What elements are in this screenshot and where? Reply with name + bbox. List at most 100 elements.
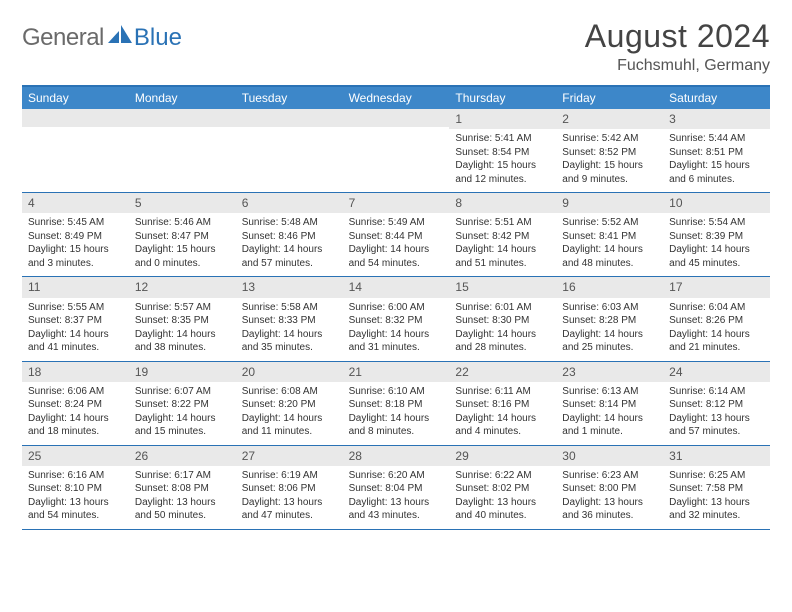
- day-cell: 8Sunrise: 5:51 AMSunset: 8:42 PMDaylight…: [449, 193, 556, 276]
- day-number: 4: [22, 193, 129, 213]
- sunset-text: Sunset: 8:02 PM: [455, 482, 550, 496]
- sunrise-text: Sunrise: 6:23 AM: [562, 469, 657, 483]
- sunset-text: Sunset: 8:52 PM: [562, 146, 657, 160]
- sunset-text: Sunset: 8:42 PM: [455, 230, 550, 244]
- day-number: 6: [236, 193, 343, 213]
- sunset-text: Sunset: 8:51 PM: [669, 146, 764, 160]
- sunrise-text: Sunrise: 6:00 AM: [349, 301, 444, 315]
- daylight-text: Daylight: 13 hours and 57 minutes.: [669, 412, 764, 439]
- weekday-friday: Friday: [556, 87, 663, 109]
- sunset-text: Sunset: 8:26 PM: [669, 314, 764, 328]
- title-block: August 2024 Fuchsmuhl, Germany: [585, 18, 770, 75]
- sunrise-text: Sunrise: 6:22 AM: [455, 469, 550, 483]
- day-number: 20: [236, 362, 343, 382]
- day-details: Sunrise: 6:03 AMSunset: 8:28 PMDaylight:…: [556, 298, 663, 361]
- day-details: Sunrise: 6:07 AMSunset: 8:22 PMDaylight:…: [129, 382, 236, 445]
- day-details: Sunrise: 6:22 AMSunset: 8:02 PMDaylight:…: [449, 466, 556, 529]
- daylight-text: Daylight: 14 hours and 4 minutes.: [455, 412, 550, 439]
- daylight-text: Daylight: 14 hours and 21 minutes.: [669, 328, 764, 355]
- sunrise-text: Sunrise: 6:25 AM: [669, 469, 764, 483]
- day-cell: 11Sunrise: 5:55 AMSunset: 8:37 PMDayligh…: [22, 277, 129, 360]
- daylight-text: Daylight: 13 hours and 50 minutes.: [135, 496, 230, 523]
- sunrise-text: Sunrise: 6:17 AM: [135, 469, 230, 483]
- sunset-text: Sunset: 8:35 PM: [135, 314, 230, 328]
- sunrise-text: Sunrise: 6:11 AM: [455, 385, 550, 399]
- day-number: 10: [663, 193, 770, 213]
- day-details: [236, 127, 343, 136]
- weekday-sunday: Sunday: [22, 87, 129, 109]
- daylight-text: Daylight: 14 hours and 28 minutes.: [455, 328, 550, 355]
- sunrise-text: Sunrise: 5:48 AM: [242, 216, 337, 230]
- weeks-grid: 1Sunrise: 5:41 AMSunset: 8:54 PMDaylight…: [22, 109, 770, 530]
- sunset-text: Sunset: 8:41 PM: [562, 230, 657, 244]
- day-number: 24: [663, 362, 770, 382]
- weekday-monday: Monday: [129, 87, 236, 109]
- weekday-saturday: Saturday: [663, 87, 770, 109]
- daylight-text: Daylight: 13 hours and 32 minutes.: [669, 496, 764, 523]
- day-cell: 26Sunrise: 6:17 AMSunset: 8:08 PMDayligh…: [129, 446, 236, 529]
- sunrise-text: Sunrise: 6:06 AM: [28, 385, 123, 399]
- day-number: 9: [556, 193, 663, 213]
- day-number: [22, 109, 129, 127]
- daylight-text: Daylight: 14 hours and 18 minutes.: [28, 412, 123, 439]
- week-row: 11Sunrise: 5:55 AMSunset: 8:37 PMDayligh…: [22, 277, 770, 361]
- daylight-text: Daylight: 13 hours and 43 minutes.: [349, 496, 444, 523]
- day-number: 5: [129, 193, 236, 213]
- week-row: 18Sunrise: 6:06 AMSunset: 8:24 PMDayligh…: [22, 362, 770, 446]
- day-cell: 30Sunrise: 6:23 AMSunset: 8:00 PMDayligh…: [556, 446, 663, 529]
- week-row: 1Sunrise: 5:41 AMSunset: 8:54 PMDaylight…: [22, 109, 770, 193]
- day-details: Sunrise: 6:10 AMSunset: 8:18 PMDaylight:…: [343, 382, 450, 445]
- sunrise-text: Sunrise: 5:46 AM: [135, 216, 230, 230]
- day-number: 23: [556, 362, 663, 382]
- daylight-text: Daylight: 14 hours and 45 minutes.: [669, 243, 764, 270]
- calendar: Sunday Monday Tuesday Wednesday Thursday…: [22, 85, 770, 530]
- daylight-text: Daylight: 13 hours and 40 minutes.: [455, 496, 550, 523]
- sunrise-text: Sunrise: 5:44 AM: [669, 132, 764, 146]
- weekday-thursday: Thursday: [449, 87, 556, 109]
- day-details: Sunrise: 5:48 AMSunset: 8:46 PMDaylight:…: [236, 213, 343, 276]
- day-number: 16: [556, 277, 663, 297]
- daylight-text: Daylight: 14 hours and 57 minutes.: [242, 243, 337, 270]
- sunset-text: Sunset: 8:04 PM: [349, 482, 444, 496]
- day-cell: 3Sunrise: 5:44 AMSunset: 8:51 PMDaylight…: [663, 109, 770, 192]
- sunset-text: Sunset: 8:28 PM: [562, 314, 657, 328]
- day-details: Sunrise: 6:16 AMSunset: 8:10 PMDaylight:…: [22, 466, 129, 529]
- sunrise-text: Sunrise: 6:04 AM: [669, 301, 764, 315]
- day-details: Sunrise: 5:55 AMSunset: 8:37 PMDaylight:…: [22, 298, 129, 361]
- sunrise-text: Sunrise: 5:54 AM: [669, 216, 764, 230]
- sunset-text: Sunset: 8:44 PM: [349, 230, 444, 244]
- day-details: Sunrise: 5:58 AMSunset: 8:33 PMDaylight:…: [236, 298, 343, 361]
- sunrise-text: Sunrise: 6:20 AM: [349, 469, 444, 483]
- day-details: Sunrise: 6:19 AMSunset: 8:06 PMDaylight:…: [236, 466, 343, 529]
- day-details: Sunrise: 6:23 AMSunset: 8:00 PMDaylight:…: [556, 466, 663, 529]
- day-cell: 19Sunrise: 6:07 AMSunset: 8:22 PMDayligh…: [129, 362, 236, 445]
- sunset-text: Sunset: 8:16 PM: [455, 398, 550, 412]
- daylight-text: Daylight: 15 hours and 9 minutes.: [562, 159, 657, 186]
- day-number: 31: [663, 446, 770, 466]
- sunset-text: Sunset: 8:47 PM: [135, 230, 230, 244]
- sunrise-text: Sunrise: 5:57 AM: [135, 301, 230, 315]
- sunset-text: Sunset: 8:10 PM: [28, 482, 123, 496]
- daylight-text: Daylight: 15 hours and 3 minutes.: [28, 243, 123, 270]
- daylight-text: Daylight: 15 hours and 0 minutes.: [135, 243, 230, 270]
- sunset-text: Sunset: 8:46 PM: [242, 230, 337, 244]
- day-cell: 15Sunrise: 6:01 AMSunset: 8:30 PMDayligh…: [449, 277, 556, 360]
- sunrise-text: Sunrise: 5:51 AM: [455, 216, 550, 230]
- month-title: August 2024: [585, 18, 770, 55]
- day-number: 18: [22, 362, 129, 382]
- day-details: Sunrise: 5:51 AMSunset: 8:42 PMDaylight:…: [449, 213, 556, 276]
- week-row: 25Sunrise: 6:16 AMSunset: 8:10 PMDayligh…: [22, 446, 770, 530]
- daylight-text: Daylight: 14 hours and 11 minutes.: [242, 412, 337, 439]
- day-number: 3: [663, 109, 770, 129]
- sunset-text: Sunset: 8:14 PM: [562, 398, 657, 412]
- sunrise-text: Sunrise: 5:41 AM: [455, 132, 550, 146]
- sunset-text: Sunset: 8:30 PM: [455, 314, 550, 328]
- day-details: Sunrise: 5:41 AMSunset: 8:54 PMDaylight:…: [449, 129, 556, 192]
- sunset-text: Sunset: 8:54 PM: [455, 146, 550, 160]
- day-cell: 13Sunrise: 5:58 AMSunset: 8:33 PMDayligh…: [236, 277, 343, 360]
- daylight-text: Daylight: 14 hours and 54 minutes.: [349, 243, 444, 270]
- sunset-text: Sunset: 8:22 PM: [135, 398, 230, 412]
- daylight-text: Daylight: 14 hours and 51 minutes.: [455, 243, 550, 270]
- day-number: 12: [129, 277, 236, 297]
- sunset-text: Sunset: 8:12 PM: [669, 398, 764, 412]
